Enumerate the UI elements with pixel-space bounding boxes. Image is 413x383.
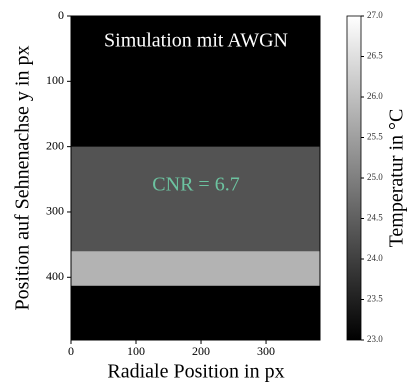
y-tick-label: 200 [46, 138, 64, 152]
x-tick-label: 300 [257, 344, 275, 358]
colorbar-tick-label: 24.5 [367, 213, 383, 223]
colorbar-tick-label: 25.5 [367, 132, 383, 142]
y-tick-label: 0 [58, 8, 64, 22]
y-tick-label: 100 [46, 73, 64, 87]
colorbar-tick-label: 27.0 [367, 10, 383, 20]
annotation: Simulation mit AWGN [104, 30, 288, 52]
y-tick-label: 300 [46, 204, 64, 218]
colorbar-tick-label: 25.0 [367, 172, 383, 182]
colorbar-tick-label: 23.5 [367, 294, 383, 304]
x-tick-label: 100 [127, 344, 145, 358]
colorbar [347, 16, 361, 340]
colorbar-tick-label: 24.0 [367, 253, 383, 263]
colorbar-label: Temperatur in °C [386, 109, 408, 248]
image-band [71, 147, 320, 252]
colorbar-tick-label: 26.0 [367, 91, 383, 101]
chart: Radiale Position in px Position auf Sehn… [0, 0, 413, 383]
colorbar-tick-label: 26.5 [367, 51, 383, 61]
y-tick-label: 400 [46, 269, 64, 283]
image-band [71, 251, 320, 286]
x-axis-label: Radiale Position in px [107, 361, 284, 383]
colorbar-tick-label: 23.0 [367, 334, 383, 344]
y-axis-label: Position auf Sehnenachse y in px [12, 46, 34, 311]
x-tick-label: 0 [68, 344, 74, 358]
x-tick-label: 200 [192, 344, 210, 358]
annotation: CNR = 6.7 [152, 174, 239, 196]
